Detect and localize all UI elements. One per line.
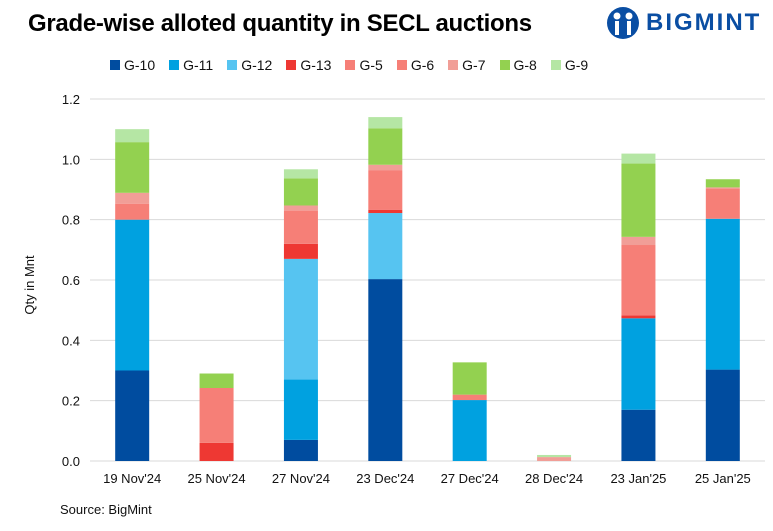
bar-segment-g-7 xyxy=(368,164,403,171)
y-axis-label: Qty in Mnt xyxy=(22,255,37,315)
bar-segment-g-6 xyxy=(368,170,403,210)
logo-icon xyxy=(607,7,639,39)
bar-segment-g-6 xyxy=(621,245,656,316)
legend-swatch xyxy=(286,60,297,70)
legend-label: G-10 xyxy=(124,57,156,73)
legend-swatch xyxy=(110,60,120,70)
y-tick-label: 0.8 xyxy=(62,213,80,228)
bar-segment-g-8 xyxy=(705,179,740,188)
bar-segment-g-11 xyxy=(283,379,318,440)
bigmint-logo: BIGMINT xyxy=(606,6,761,40)
bar-segment-g-11 xyxy=(621,318,656,410)
legend-item: G-12 xyxy=(227,57,272,73)
y-tick-label: 1.0 xyxy=(62,152,80,167)
source-note: Source: BigMint xyxy=(60,502,152,517)
legend: G-10 G-11 G-12 G-13 G-5 G-6 G-7 G-8 G-9 xyxy=(110,57,588,73)
legend-item: G-13 xyxy=(286,57,331,73)
legend-label: G-13 xyxy=(300,57,332,73)
bar-segment-g-10 xyxy=(283,439,318,461)
legend-swatch xyxy=(499,60,510,70)
bar-segment-g-7 xyxy=(705,187,740,189)
y-tick-label: 0.2 xyxy=(62,394,80,409)
x-tick-label: 25 Nov'24 xyxy=(187,471,245,486)
bar-segment-g-8 xyxy=(199,373,234,388)
bar-segment-g-13 xyxy=(199,442,234,461)
x-tick-label: 23 Dec'24 xyxy=(356,471,414,486)
legend-label: G-6 xyxy=(410,57,435,73)
y-tick-label: 0.4 xyxy=(62,333,80,348)
bar-segment-g-6 xyxy=(452,394,487,401)
bar-segment-g-8 xyxy=(368,128,403,165)
bar-segment-g-13 xyxy=(283,243,318,259)
bar-segment-g-7 xyxy=(115,192,150,204)
legend-swatch xyxy=(169,60,180,70)
bar-segment-g-10 xyxy=(115,370,150,461)
bar-segment-g-7 xyxy=(537,457,572,461)
legend-swatch xyxy=(396,60,407,70)
x-tick-label: 25 Jan'25 xyxy=(695,471,751,486)
legend-label: G-7 xyxy=(462,57,486,73)
bar-segment-g-8 xyxy=(283,178,318,206)
legend-label: G-5 xyxy=(359,57,383,73)
legend-item: G-10 xyxy=(110,57,155,73)
legend-swatch xyxy=(448,60,459,70)
y-tick-label: 0.6 xyxy=(62,273,80,288)
bar-segment-g-9 xyxy=(115,129,150,143)
y-tick-label: 1.2 xyxy=(62,92,80,107)
x-tick-label: 27 Nov'24 xyxy=(272,471,330,486)
legend-swatch xyxy=(550,60,561,70)
bar-segment-g-6 xyxy=(283,210,318,244)
x-tick-label: 23 Jan'25 xyxy=(610,471,666,486)
chart-title: Grade-wise alloted quantity in SECL auct… xyxy=(28,10,532,37)
bar-segment-g-11 xyxy=(115,219,150,371)
bar-segment-g-10 xyxy=(705,369,740,461)
x-tick-label: 27 Dec'24 xyxy=(441,471,499,486)
legend-item: G-9 xyxy=(550,57,589,73)
bar-segment-g-7 xyxy=(283,205,318,211)
bar-segment-g-10 xyxy=(368,279,403,461)
legend-label: G-12 xyxy=(241,57,273,73)
bar-segment-g-8 xyxy=(452,362,487,395)
legend-label: G-9 xyxy=(564,57,589,73)
legend-item: G-8 xyxy=(499,57,537,73)
legend-swatch xyxy=(227,60,238,70)
y-tick-label: 0.0 xyxy=(62,454,80,469)
bar-segment-g-8 xyxy=(621,163,656,237)
bar-segment-g-11 xyxy=(705,218,740,370)
bar-segment-g-13 xyxy=(368,209,403,214)
bar-segment-g-13 xyxy=(621,315,656,319)
bar-segment-g-9 xyxy=(621,153,656,164)
logo-text: BIGMINT xyxy=(646,9,762,36)
bar-segment-g-6 xyxy=(199,387,234,443)
legend-label: G-11 xyxy=(183,57,214,73)
legend-item: G-5 xyxy=(345,57,383,73)
bar-segment-g-6 xyxy=(115,203,150,220)
bar-segment-g-12 xyxy=(283,258,318,380)
legend-swatch xyxy=(345,60,356,70)
bar-segment-g-11 xyxy=(452,400,487,461)
legend-label: G-8 xyxy=(513,57,537,73)
bar-segment-g-8 xyxy=(115,142,150,193)
legend-item: G-11 xyxy=(169,57,213,73)
bar-segment-g-9 xyxy=(537,454,572,458)
bar-segment-g-7 xyxy=(621,236,656,246)
bar-segment-g-9 xyxy=(368,117,403,129)
bar-segment-g-9 xyxy=(283,169,318,179)
bar-segment-g-6 xyxy=(705,188,740,219)
x-tick-label: 28 Dec'24 xyxy=(525,471,583,486)
x-tick-label: 19 Nov'24 xyxy=(103,471,161,486)
bar-segment-g-10 xyxy=(621,409,656,461)
legend-item: G-7 xyxy=(448,57,486,73)
bar-segment-g-12 xyxy=(368,213,403,280)
legend-item: G-6 xyxy=(396,57,435,73)
